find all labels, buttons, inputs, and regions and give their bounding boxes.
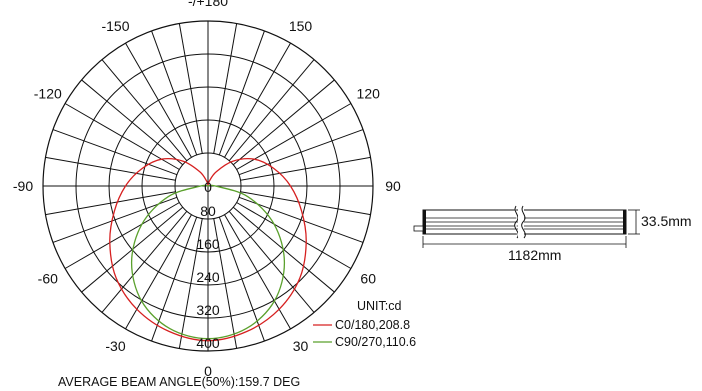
break-symbol-2	[521, 205, 526, 239]
grid-spoke	[52, 196, 178, 243]
unit-label: UNIT:cd	[357, 299, 402, 313]
radial-tick-label: 320	[196, 302, 220, 318]
curve-c90-270	[130, 184, 286, 340]
length-label: 1182mm	[508, 247, 561, 263]
cable-connector	[413, 225, 424, 232]
radial-tick-label: 80	[200, 203, 216, 219]
grid-spoke	[81, 79, 184, 166]
beam-angle-footer: AVERAGE BEAM ANGLE(50%):159.7 DEG	[58, 375, 300, 389]
angle-label: 30	[293, 338, 309, 354]
grid-spoke	[45, 191, 176, 216]
grid-spoke	[218, 216, 265, 342]
radial-tick-label: 240	[196, 269, 220, 285]
product-dimension-drawing: 33.5mm 1182mm	[413, 205, 692, 263]
grid-spoke	[218, 30, 265, 156]
grid-spoke	[240, 191, 371, 216]
angle-label: -90	[13, 178, 33, 194]
grid-spoke	[64, 103, 180, 170]
legend-label-c0: C0/180,208.8	[335, 318, 410, 332]
grid-spoke	[178, 23, 203, 154]
grid-spoke	[236, 202, 352, 269]
grid-spoke	[238, 129, 364, 176]
grid-spoke	[125, 42, 192, 158]
height-label: 33.5mm	[641, 213, 692, 229]
break-gap	[518, 207, 524, 237]
angle-label: 90	[385, 178, 401, 194]
angle-label: -30	[105, 338, 125, 354]
curve-c0-180	[109, 158, 307, 342]
angle-labels: -/+180 -150 150 -120 120 -90 90 -60 60 -30 30 0	[13, 0, 401, 379]
grid-spoke	[240, 156, 371, 181]
grid-spoke	[224, 42, 291, 158]
polar-grid	[42, 20, 374, 352]
grid-spoke	[232, 79, 335, 166]
angle-label: 0	[204, 363, 212, 379]
angle-label: 120	[357, 86, 381, 102]
grid-spoke	[125, 214, 192, 330]
grid-spoke	[101, 59, 188, 162]
grid-spoke	[45, 156, 176, 181]
grid-spoke	[213, 23, 238, 154]
legend-label-c90: C90/270,110.6	[335, 335, 416, 349]
radial-tick-labels: 0 80 160 240 320 400	[196, 179, 220, 351]
polar-curves	[109, 158, 307, 342]
grid-spoke	[213, 218, 238, 349]
angle-label: 150	[289, 18, 313, 34]
grid-spoke	[151, 30, 198, 156]
angle-label: 60	[360, 271, 376, 287]
grid-spoke	[228, 210, 315, 313]
angle-label: -60	[38, 271, 58, 287]
radial-tick-label: 160	[196, 236, 220, 252]
grid-spoke	[236, 103, 352, 170]
grid-spoke	[224, 214, 291, 330]
angle-label: -150	[101, 18, 129, 34]
end-cap-right	[623, 210, 626, 234]
grid-spoke	[101, 210, 188, 313]
radial-tick-label: 400	[196, 335, 220, 351]
grid-spoke	[178, 218, 203, 349]
angle-label: -/+180	[188, 0, 228, 9]
end-cap-left	[423, 210, 426, 234]
grid-spoke	[228, 59, 315, 162]
radial-tick-label: 0	[204, 179, 212, 195]
grid-spoke	[151, 216, 198, 342]
angle-label: -120	[34, 86, 62, 102]
grid-spoke	[64, 202, 180, 269]
grid-spoke	[238, 196, 364, 243]
grid-spoke	[52, 129, 178, 176]
